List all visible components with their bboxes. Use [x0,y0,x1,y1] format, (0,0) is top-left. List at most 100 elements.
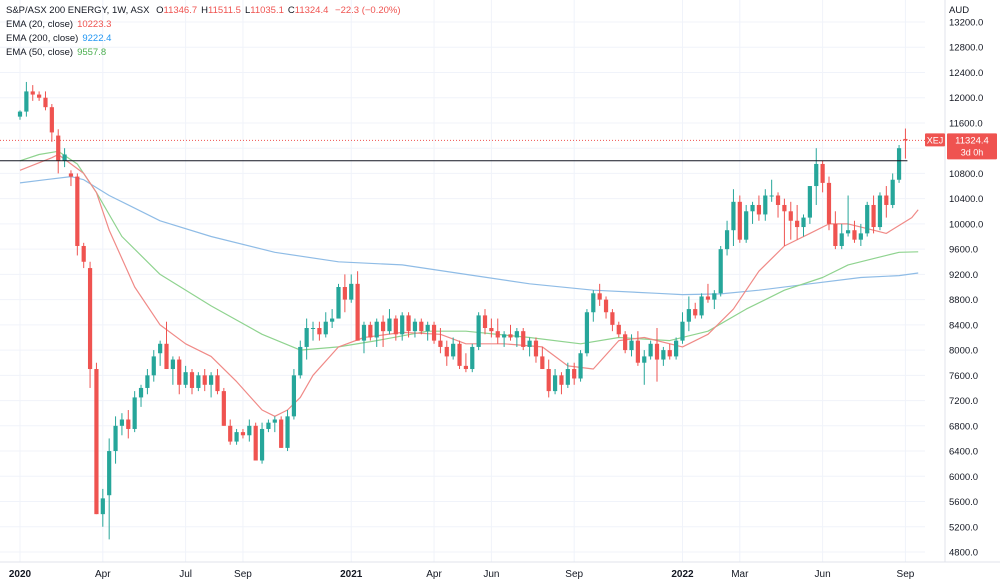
candle [712,290,717,310]
candle [514,328,519,347]
candle-body [610,312,615,325]
candle-body [820,163,825,183]
price-badge: XEJ 11324.43d 0h [925,133,997,160]
candle-body [349,283,354,300]
candle-body [107,451,112,496]
candle-body [782,204,787,212]
price-tick-label: 12400.0 [949,68,983,79]
ohlc-value: 11346.7 [163,5,198,16]
candle [680,312,685,344]
candle [253,422,258,461]
candle-body [444,346,449,357]
candle [463,353,468,373]
price-tick-label: 8800.0 [949,295,978,306]
candle [674,337,679,360]
price-tick-label: 8000.0 [949,346,978,357]
candle [342,274,347,313]
candle-body [718,249,723,294]
candle-body [298,346,303,376]
candle [763,189,768,221]
candle [431,321,437,344]
candle-body [616,324,621,335]
price-tick-label: 9600.0 [949,245,978,256]
candle-body [438,340,443,347]
candle-body [686,309,691,322]
indicator-value: 10223.3 [77,19,112,30]
candle [744,204,749,243]
candle [209,372,214,398]
candle-body [196,375,201,388]
candle [291,369,297,420]
candle [705,283,711,303]
candle-body [361,324,367,341]
time-tick-label: Jun [483,569,499,580]
candle-body [597,293,602,300]
candle-body [788,211,793,221]
candle-body [871,204,876,228]
candle [903,128,908,159]
candle-body [24,91,29,112]
candle-body [368,324,373,338]
indicator-row[interactable]: EMA (20, close) 10223.3 [6,18,401,32]
candle-body [795,220,800,228]
candles [17,81,908,540]
candle [177,356,182,395]
candle [877,192,883,231]
candle-body [189,372,195,388]
candle [100,488,105,527]
candle [164,321,169,370]
candle-body [750,204,755,212]
time-tick-label: 2022 [671,569,694,580]
ohlc-label: C [287,5,295,16]
price-tick-label: 9200.0 [949,270,978,281]
indicator-row[interactable]: EMA (50, close) 9557.8 [6,46,401,60]
candle-body [839,233,844,246]
candle-body [374,321,379,338]
candle-body [642,356,647,363]
candle-body [540,356,545,370]
candle-body [591,293,596,313]
candle [355,271,360,341]
candle [718,245,723,297]
candle-body [451,343,456,357]
candle [304,318,309,360]
candle-body [801,217,806,228]
candle [49,104,54,142]
candle [62,148,67,168]
price-tick-label: 10800.0 [949,169,983,180]
ticker-badge-bg [925,133,945,147]
candle [368,321,373,341]
candle [43,91,48,111]
candle [884,186,889,218]
candle-body [17,111,23,117]
candle [56,129,61,174]
candle [68,170,74,187]
candle [654,328,660,382]
candle [502,331,507,347]
candle-body [158,343,163,354]
candle-body [37,94,42,98]
indicator-row[interactable]: EMA (200, close) 9222.4 [6,32,401,46]
candle [132,391,137,433]
candle [228,419,233,445]
candle [259,422,265,464]
candle [623,331,628,354]
candle [667,343,672,360]
candle-body [387,318,392,332]
candle-body [661,350,666,360]
price-tick-label: 12800.0 [949,43,983,54]
ema200-line [19,176,919,296]
candle [591,290,596,322]
candle-body [559,375,564,385]
candle-body [629,340,634,351]
price-tick-label: 6000.0 [949,472,978,483]
candle [158,340,163,366]
candle [37,91,42,101]
candle-body [699,296,704,316]
price-tick-label: 12000.0 [949,93,983,104]
candle-body [202,375,207,385]
candle [629,334,634,357]
candle-body [68,173,74,177]
